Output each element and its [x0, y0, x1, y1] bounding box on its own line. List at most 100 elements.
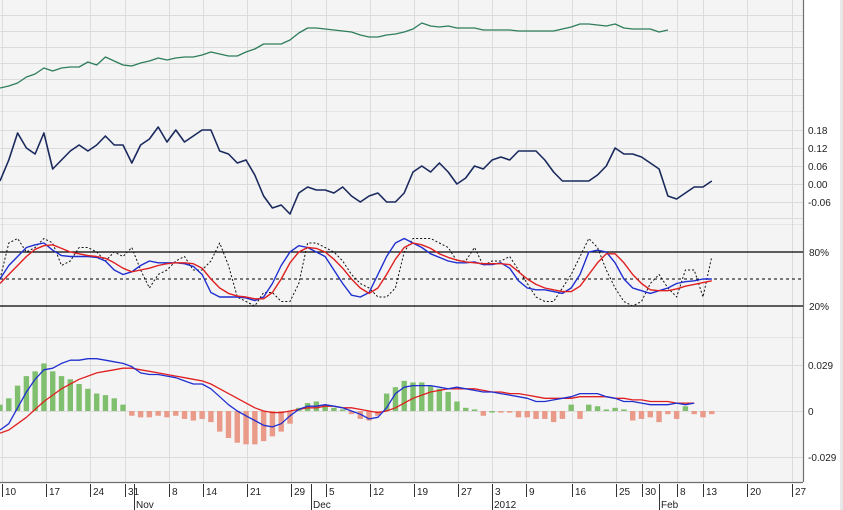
macd-histogram-bar — [498, 411, 504, 413]
stoch-fast-k-line — [0, 238, 713, 307]
macd-histogram-bar — [357, 411, 363, 419]
macd-histogram-bar — [269, 411, 276, 437]
macd-histogram-bar — [577, 411, 583, 419]
macd-histogram-bar — [304, 403, 311, 411]
macd-histogram-bar — [550, 411, 557, 423]
macd-ytick: 0 — [808, 407, 814, 418]
macd-histogram-bar — [542, 411, 548, 419]
x-tick-label: 25 — [619, 487, 631, 498]
macd-histogram-bar — [673, 411, 680, 419]
macd-ytick: -0.029 — [808, 453, 837, 464]
macd-histogram-bar — [638, 411, 645, 419]
macd-histogram-bar — [427, 385, 434, 411]
macd-histogram-bar — [67, 379, 73, 411]
x-tick-label: 5 — [329, 487, 335, 498]
x-tick-label: 8 — [172, 487, 178, 498]
macd-signal-line — [0, 367, 695, 434]
macd-histogram-bar — [190, 411, 197, 421]
macd-histogram-bar — [463, 407, 469, 411]
macd-histogram-bar — [630, 411, 636, 421]
macd-histogram-bar — [225, 411, 232, 438]
macd-histogram-bar — [375, 411, 381, 416]
macd-histogram-bar — [621, 409, 627, 411]
macd-histogram-bar — [6, 398, 12, 411]
x-tick-label: 20 — [750, 487, 762, 498]
macd-histogram-bar — [199, 411, 205, 419]
macd-histogram-bar — [129, 411, 135, 416]
macd-histogram-bar — [234, 411, 240, 443]
roc-ytick: 0.00 — [808, 180, 828, 191]
macd-histogram-bar — [340, 409, 346, 411]
x-tick-label: 31 — [128, 487, 140, 498]
macd-histogram-bar — [366, 411, 372, 421]
macd-histogram-bar — [322, 404, 328, 411]
macd-histogram-bar — [586, 404, 592, 411]
macd-histogram-bar — [32, 371, 38, 411]
macd-histogram-bar — [506, 411, 513, 413]
macd-ytick: 0.029 — [808, 361, 833, 372]
panel-roc: 0.18 0.12 0.06 0.00 -0.06 — [0, 112, 831, 227]
macd-histogram-bar — [243, 411, 249, 445]
macd-histogram-bar — [612, 407, 618, 411]
stoch-ytick-20: 20% — [809, 302, 829, 313]
macd-histogram-bar — [14, 385, 21, 411]
macd-histogram-bar — [603, 409, 610, 411]
macd-histogram-bar — [50, 371, 56, 411]
macd-histogram-bar — [252, 411, 258, 445]
macd-histogram-bar — [691, 411, 697, 415]
chart-panels: 0.18 0.12 0.06 0.00 -0.06 80% 20% 0.029 0 -0.029 — [0, 0, 837, 484]
x-month-label: Dec — [313, 500, 331, 510]
x-tick-label: 10 — [5, 487, 17, 498]
x-tick-label: 3 — [495, 487, 501, 498]
x-tick-label: 27 — [461, 487, 473, 498]
macd-histogram-bar — [559, 411, 566, 419]
macd-histogram-bar — [568, 404, 574, 411]
x-tick-label: 24 — [93, 487, 105, 498]
macd-histogram-bar — [656, 411, 662, 423]
macd-histogram-bar — [216, 411, 223, 432]
x-tick-label: 17 — [49, 487, 61, 498]
macd-histogram-bar — [436, 388, 443, 411]
stoch-k-line — [0, 237, 712, 302]
x-tick-label: 13 — [706, 487, 718, 498]
macd-histogram-bar — [454, 401, 460, 411]
macd-histogram-bar — [682, 406, 689, 411]
x-tick-label: 8 — [680, 487, 686, 498]
x-tick-label: 12 — [373, 487, 385, 498]
macd-histogram-bar — [594, 406, 601, 411]
x-tick-label: 16 — [575, 487, 587, 498]
macd-histogram-bar — [709, 411, 715, 415]
macd-histogram-bar — [445, 391, 451, 411]
macd-histogram-bar — [383, 393, 390, 411]
macd-histogram-bar — [331, 407, 337, 411]
macd-histogram-bar — [120, 404, 126, 411]
panel-macd: 0.029 0 -0.029 — [0, 338, 837, 484]
price-line — [0, 22, 669, 89]
macd-histogram-bar — [102, 395, 109, 411]
roc-ytick: -0.06 — [808, 198, 831, 209]
panel-price — [0, 0, 803, 114]
macd-histogram-bar — [260, 411, 267, 442]
roc-line — [0, 126, 713, 215]
macd-histogram-bar — [111, 398, 117, 411]
x-month-label: Feb — [661, 500, 679, 510]
x-axis: 10 17 24 31 8 14 21 29 5 12 19 27 3 9 16 25 30 8 13 20 27 Nov… — [2, 484, 807, 510]
x-month-label: Nov — [136, 500, 154, 510]
macd-histogram-bar — [278, 411, 284, 432]
macd-histogram-bar — [23, 376, 30, 411]
macd-line — [0, 358, 695, 431]
macd-histogram-bar — [76, 384, 82, 411]
macd-histogram-bar — [348, 411, 355, 415]
macd-histogram-bar — [480, 411, 487, 416]
macd-histogram-bar — [208, 411, 214, 423]
macd-histogram-bar — [58, 376, 65, 411]
x-tick-label: 14 — [206, 487, 218, 498]
stoch-d-line — [0, 242, 712, 300]
macd-histogram-bar — [392, 387, 399, 411]
macd-histogram-bar — [410, 382, 416, 411]
stoch-ytick-80: 80% — [809, 248, 829, 259]
x-month-label: 2012 — [494, 500, 517, 510]
x-tick-label: 27 — [795, 487, 807, 498]
x-tick-label: 30 — [645, 487, 657, 498]
